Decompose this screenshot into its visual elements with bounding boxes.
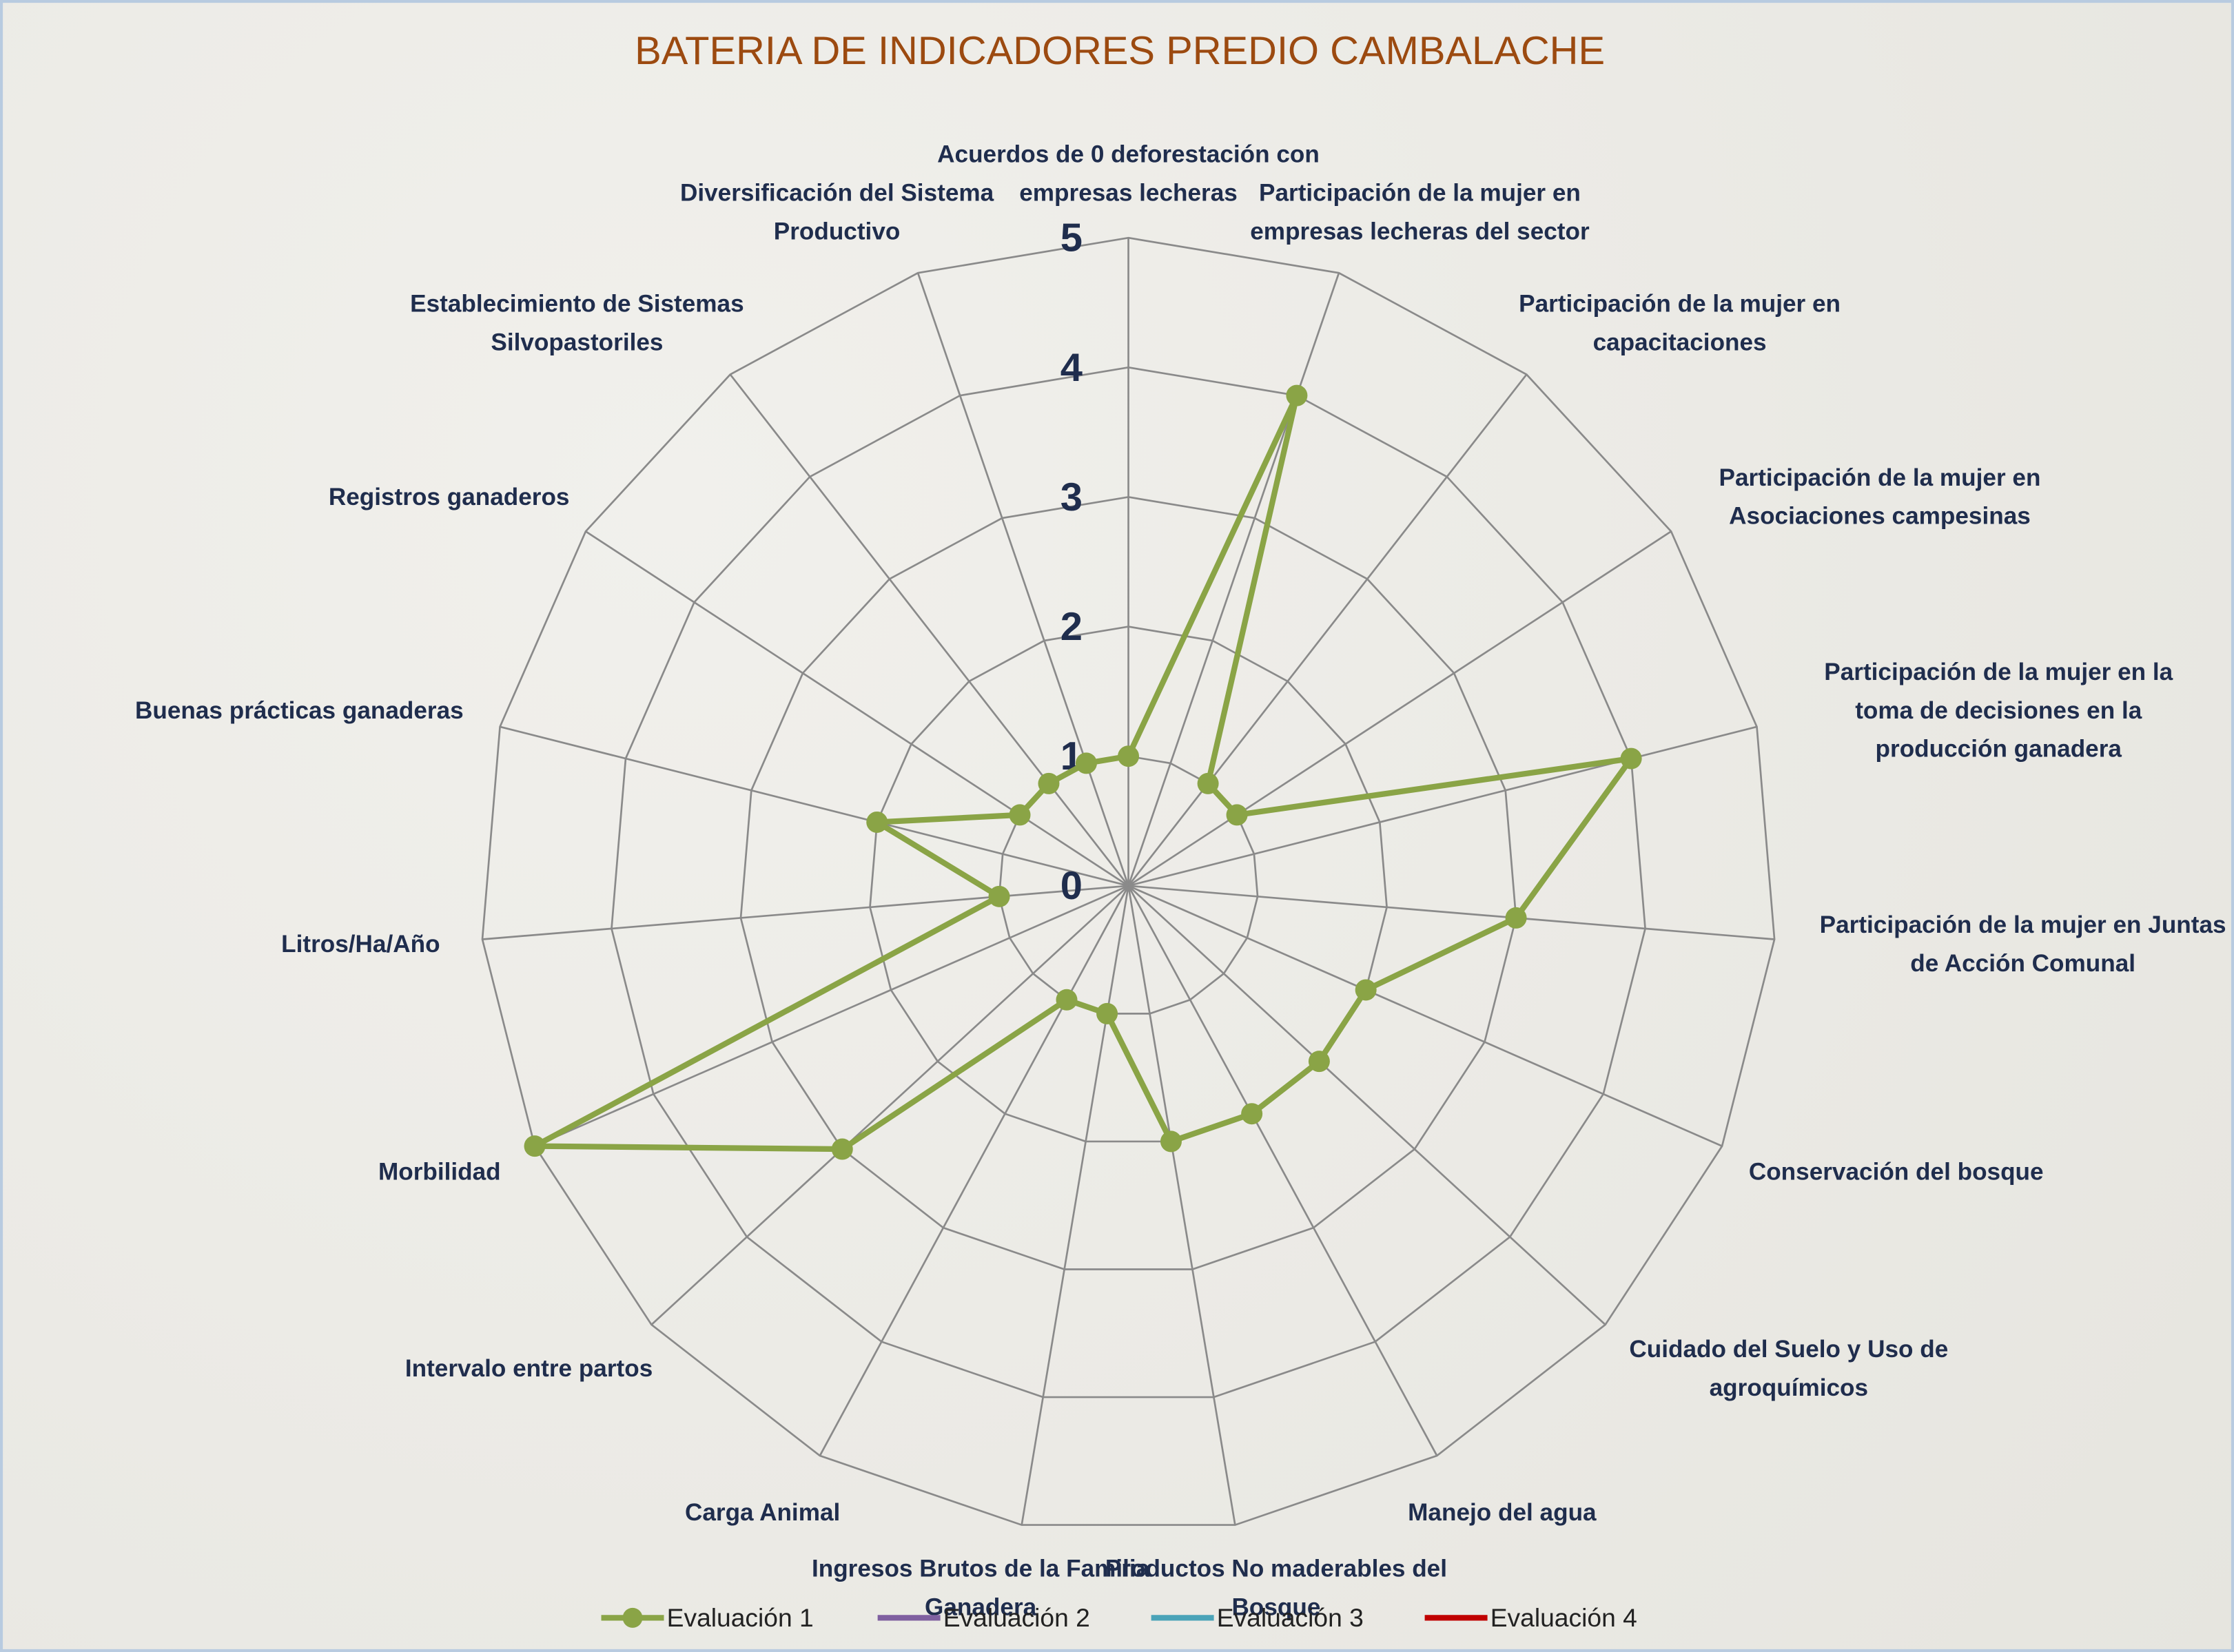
data-point (1355, 979, 1377, 1001)
grid-ring (869, 626, 1388, 1143)
data-point (1075, 752, 1097, 774)
y-tick-label: 0 (1060, 864, 1083, 908)
legend-swatch (1424, 1615, 1488, 1621)
data-point (831, 1138, 853, 1160)
spoke (534, 885, 1129, 1147)
chart-title: BATERIA DE INDICADORES PREDIO CAMBALACHE (635, 28, 1606, 73)
legend-item: Evaluación 1 (598, 1601, 814, 1635)
category-label: Acuerdos de 0 deforestación con empresas… (937, 141, 1320, 207)
spoke (1128, 885, 1775, 940)
legend-label: Evaluación 3 (1216, 1602, 1364, 1632)
legend-swatch (877, 1615, 941, 1621)
data-point (1286, 384, 1308, 406)
data-point (1197, 772, 1219, 794)
category-label: Diversificación del Sistema Productivo (679, 179, 994, 245)
spoke (819, 885, 1129, 1456)
data-point (1160, 1130, 1182, 1153)
data-point (1038, 772, 1060, 794)
legend-marker (622, 1607, 643, 1628)
legend-label: Evaluación 2 (943, 1602, 1090, 1632)
spoke (1128, 725, 1757, 887)
category-label: Registros ganaderos (328, 482, 570, 510)
spoke (650, 885, 1129, 1325)
data-point (1096, 1002, 1118, 1024)
category-label: Manejo del agua (1408, 1498, 1597, 1526)
category-label: Conservación del bosque (1748, 1158, 2044, 1186)
category-label: Buenas prácticas ganaderas (134, 697, 464, 725)
data-point (1118, 745, 1140, 767)
spoke (916, 272, 1129, 887)
series-line (531, 392, 1634, 1153)
spoke (729, 373, 1129, 887)
category-label: Cuidado del Suelo y Uso de agroquímicos (1629, 1335, 1949, 1401)
legend-label: Evaluación 4 (1490, 1602, 1637, 1632)
category-label: Morbilidad (378, 1158, 501, 1186)
spoke (482, 885, 1129, 940)
category-label: Participación de la mujer en empresas le… (1250, 179, 1590, 245)
spoke (1021, 885, 1129, 1525)
data-point (1620, 747, 1642, 770)
data-point (866, 811, 888, 833)
spoke (1127, 530, 1672, 887)
data-point (524, 1135, 546, 1157)
data-point (1505, 907, 1527, 929)
category-label: Participación de la mujer en Juntas de A… (1819, 911, 2226, 978)
grid-ring (611, 366, 1646, 1398)
data-point (988, 885, 1010, 907)
category-label: Intervalo entre partos (404, 1354, 653, 1382)
spoke (1127, 272, 1340, 887)
legend-swatch (1151, 1615, 1214, 1621)
legend-swatch (601, 1607, 664, 1628)
y-tick-label: 2 (1060, 605, 1083, 649)
category-label: Establecimiento de Sistemas Silvopastori… (410, 291, 744, 357)
legend-item: Evaluación 3 (1148, 1601, 1364, 1635)
category-label: Participación de la mujer en capacitacio… (1519, 291, 1841, 357)
data-point (1308, 1051, 1330, 1073)
y-tick-label: 4 (1060, 346, 1083, 390)
spoke (500, 725, 1129, 887)
data-point (1056, 989, 1078, 1011)
legend-item: Evaluación 4 (1422, 1601, 1637, 1635)
grid-ring (481, 236, 1776, 1526)
category-label: Participación de la mujer en la toma de … (1824, 659, 2173, 763)
legend-label: Evaluación 1 (666, 1602, 814, 1632)
category-label: Participación de la mujer en Asociacione… (1719, 463, 2041, 530)
data-point (1241, 1103, 1263, 1125)
data-point (1226, 804, 1248, 826)
spoke (1127, 373, 1528, 887)
legend-item: Evaluación 2 (875, 1601, 1090, 1635)
category-label: Litros/Ha/Año (281, 931, 440, 958)
category-label: Carga Animal (684, 1498, 841, 1526)
spoke (1127, 885, 1236, 1525)
spoke (1127, 885, 1723, 1147)
spoke (585, 530, 1129, 887)
category-label: Productos No maderables del Bosque (1105, 1555, 1447, 1621)
spoke (1127, 885, 1606, 1325)
y-tick-label: 3 (1060, 475, 1083, 519)
spoke (1127, 885, 1438, 1456)
y-tick-label: 5 (1060, 216, 1083, 260)
category-label: Ingresos Brutos de la Familia Ganadera (811, 1555, 1150, 1621)
data-point (1009, 804, 1031, 826)
grid-ring (739, 496, 1517, 1270)
